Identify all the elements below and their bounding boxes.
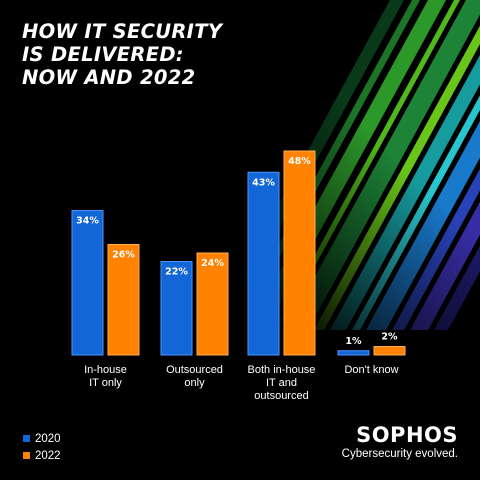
category-label-3-0: Don't know — [344, 364, 398, 376]
legend-label-2022: 2022 — [35, 449, 61, 462]
title-line-1: HOW IT SECURITY — [22, 20, 223, 43]
bar-2022-3 — [373, 346, 406, 356]
bar-2022-0 — [107, 244, 140, 356]
legend-item-2022: 2022 — [23, 447, 61, 464]
legend-item-2020: 2020 — [23, 430, 61, 447]
legend-label-2020: 2020 — [35, 432, 61, 445]
legend-swatch-2020 — [23, 435, 30, 442]
data-label-2020-2: 43% — [252, 177, 275, 188]
brand-tagline: Cybersecurity evolved. — [341, 448, 458, 460]
data-label-2020-3: 1% — [345, 336, 362, 347]
bar-2020-2 — [247, 171, 280, 356]
category-label-2-1: IT and — [266, 377, 297, 389]
category-label-2-0: Both in-house — [248, 364, 316, 376]
category-label-1-1: only — [184, 377, 205, 389]
data-label-2020-1: 22% — [165, 267, 188, 278]
category-label-1-0: Outsourced — [166, 364, 223, 376]
title-line-2: IS DELIVERED: — [22, 43, 184, 66]
category-label-0-1: IT only — [89, 377, 122, 389]
brand-name: SOPHOS — [356, 423, 458, 447]
sophos-logo: SOPHOS Cybersecurity evolved. — [342, 424, 458, 460]
data-label-2020-0: 34% — [76, 216, 99, 227]
title-line-3: NOW AND 2022 — [22, 66, 196, 89]
chart-title: HOW IT SECURITY IS DELIVERED: NOW AND 20… — [22, 20, 222, 89]
bar-2022-2 — [283, 150, 316, 356]
bar-2020-3 — [337, 350, 370, 356]
legend-swatch-2022 — [23, 452, 30, 459]
category-label-2-2: outsourced — [254, 390, 308, 402]
bar-2020-1 — [160, 261, 193, 356]
data-label-2022-3: 2% — [381, 332, 398, 343]
category-label-0-0: In-house — [84, 364, 127, 376]
legend: 2020 2022 — [23, 430, 61, 464]
data-label-2022-1: 24% — [201, 258, 224, 269]
bar-2022-1 — [196, 252, 229, 356]
bar-2020-0 — [71, 210, 104, 356]
data-label-2022-0: 26% — [112, 250, 135, 261]
data-label-2022-2: 48% — [288, 156, 311, 167]
